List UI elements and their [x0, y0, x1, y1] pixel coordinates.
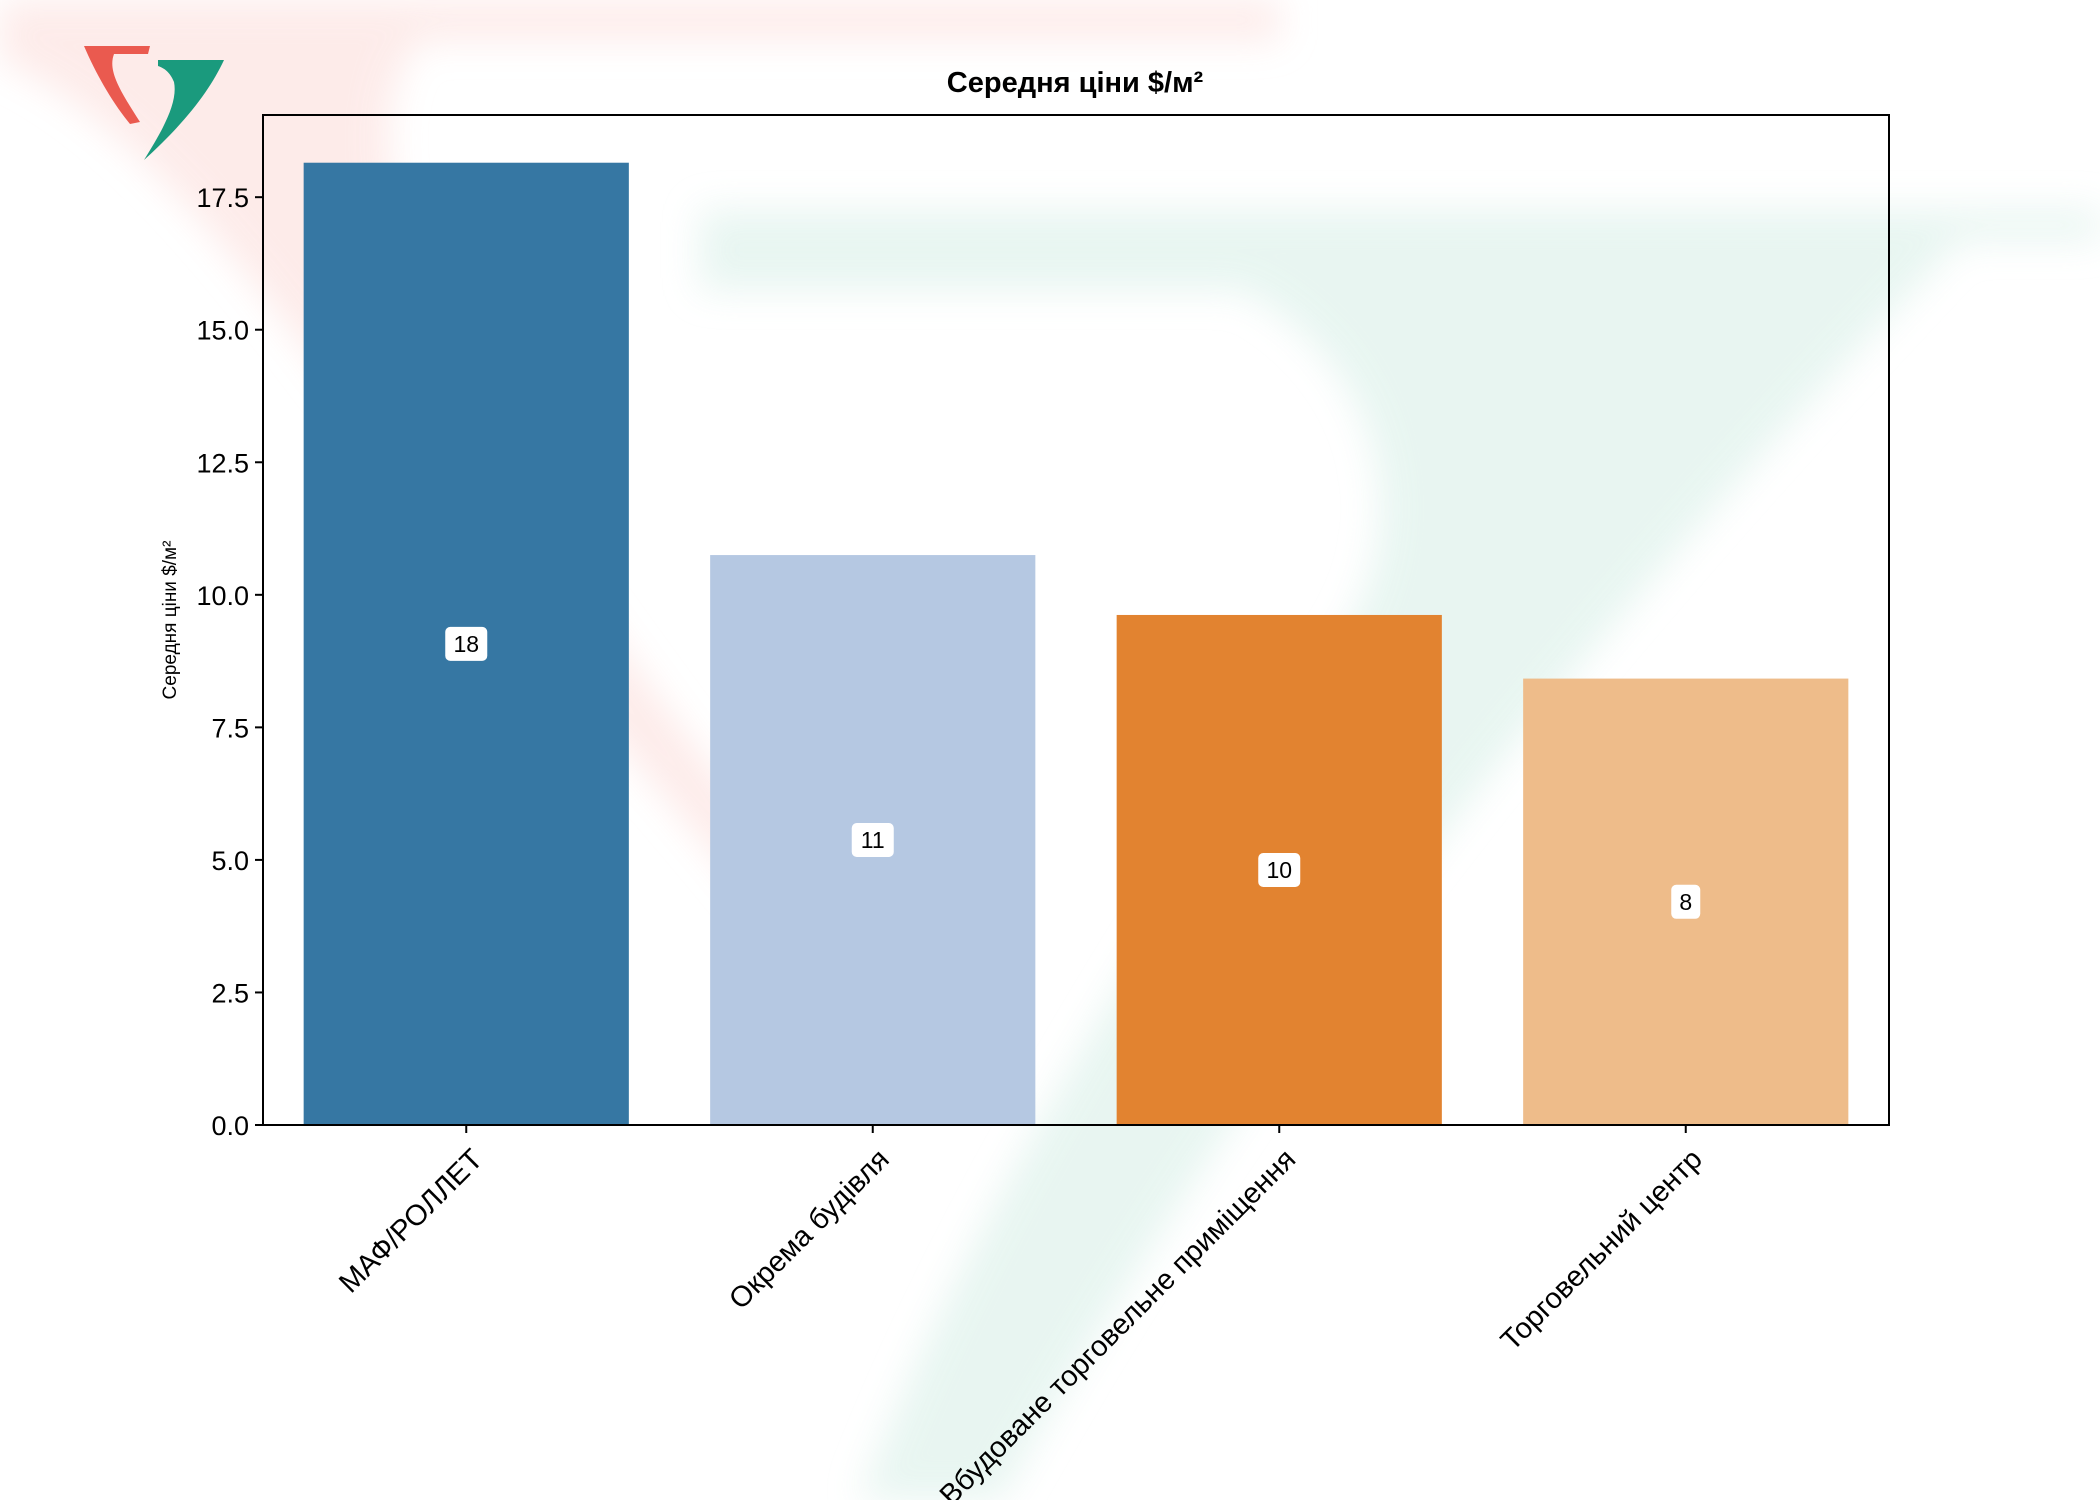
value-label-box-0: [445, 626, 488, 661]
chart-title: Середня ціни $/м²: [947, 67, 1204, 99]
x-tick-label-0: МАФ/РОЛЛЕТ: [333, 1143, 489, 1299]
logo-green-mark: [144, 60, 224, 160]
value-labels: 18 11 10 8: [445, 626, 1701, 919]
y-tick-label-4: 10.0: [196, 581, 249, 611]
value-label-box-3: [1671, 884, 1701, 919]
bars-layer: [303, 162, 1849, 1125]
x-axis: МАФ/РОЛЛЕТ Окрема будівля Вбудоване торгов…: [333, 1125, 1709, 1500]
value-label-box-2: [1258, 852, 1301, 887]
y-axis-label: Середня ціни $/м²: [160, 541, 181, 700]
y-tick-label-5: 12.5: [196, 448, 249, 478]
x-tick-label-1: Окрема будівля: [723, 1143, 895, 1315]
company-logo-icon: [84, 46, 224, 160]
y-tick-label-3: 7.5: [211, 713, 249, 743]
plot-frame: [262, 114, 1890, 1126]
y-tick-label-2: 5.0: [211, 846, 249, 876]
y-tick-label-6: 15.0: [196, 316, 249, 346]
value-label-box-1: [851, 823, 894, 858]
value-label-1: 11: [861, 827, 885, 853]
value-label-3: 8: [1679, 889, 1692, 915]
x-tick-label-3: Торговельний центр: [1495, 1143, 1709, 1357]
value-label-2: 10: [1266, 857, 1292, 883]
logo-red-mark: [84, 46, 150, 124]
value-label-0: 18: [453, 631, 479, 657]
y-tick-label-7: 17.5: [196, 183, 249, 213]
y-tick-label-0: 0.0: [211, 1111, 249, 1141]
x-tick-label-2: Вбудоване торговельне приміщення: [934, 1143, 1302, 1500]
y-axis: 0.0 2.5 5.0 7.5 10.0 12.5 15.0 17.5: [196, 183, 263, 1141]
y-tick-label-1: 2.5: [211, 978, 249, 1008]
